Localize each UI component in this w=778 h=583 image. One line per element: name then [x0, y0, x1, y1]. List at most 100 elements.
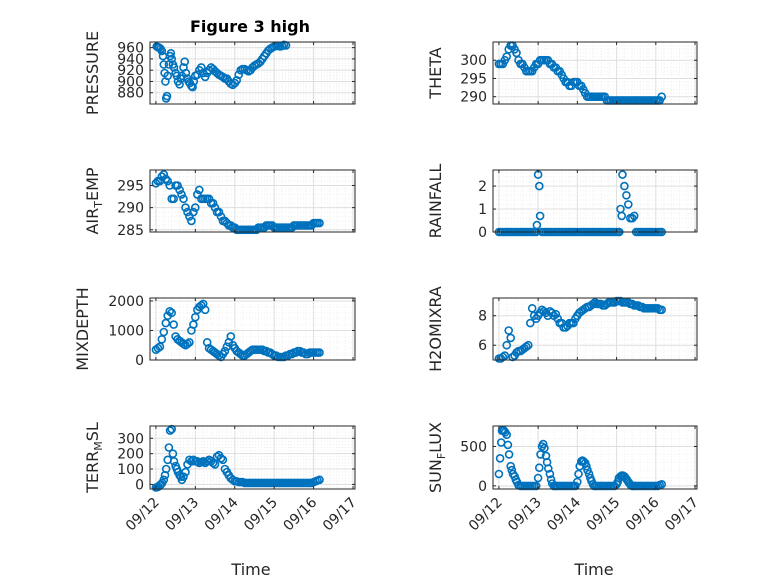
data-point: [216, 453, 226, 463]
data-point: [535, 211, 545, 221]
y-tick-label: 100: [117, 462, 144, 478]
data-point: [210, 460, 220, 469]
y-tick-label: 880: [117, 86, 144, 102]
data-point: [157, 334, 167, 344]
y-axis-label: TERRMSL: [83, 422, 105, 494]
data-point: [315, 475, 324, 485]
data-point: [220, 346, 230, 356]
data-point: [584, 469, 594, 479]
data-point: [596, 299, 606, 309]
data-point: [166, 48, 176, 58]
y-axis-label: MIXDEPTH: [73, 287, 92, 370]
subplot-air-temp: 285 290 295 AIRTEMP: [83, 167, 356, 239]
axes-box: [149, 41, 356, 105]
y-tick-label: 1000: [108, 323, 144, 339]
data-point: [163, 176, 172, 186]
x-tick-label: 09/16: [623, 494, 663, 534]
subplot-h2omixra: 6 8 H2OMIXRA: [426, 286, 698, 372]
x-tick-label: 09/14: [544, 494, 584, 534]
data-point: [214, 207, 224, 217]
x-tick-label: 09/15: [584, 495, 624, 535]
y-axis-label: SUNFLUX: [426, 422, 448, 493]
x-tick-label: 09/13: [162, 495, 202, 535]
data-point: [165, 306, 174, 316]
data-point: [157, 46, 167, 56]
data-point: [188, 82, 197, 92]
data-point: [532, 220, 542, 230]
y-tick-label: 940: [117, 52, 144, 68]
x-tick-label: 09/15: [241, 495, 281, 535]
data-point: [637, 302, 647, 312]
data-point: [180, 57, 189, 67]
y-tick-label: 960: [117, 41, 144, 57]
y-tick-label: 200: [117, 447, 144, 463]
subplot-sun-flux: 0 500 SUNFLUX 09/12 09/13 09/14 09/15 09/16 09/1…: [426, 422, 702, 534]
y-axis-label: THETA: [426, 47, 445, 99]
data-point: [551, 309, 561, 319]
data-point: [506, 333, 516, 343]
data-point: [620, 181, 629, 191]
data-point: [218, 455, 228, 465]
data-point: [179, 194, 188, 204]
data-point: [177, 190, 186, 199]
data-point: [159, 170, 169, 179]
data-point: [657, 479, 667, 489]
data-point: [175, 80, 184, 89]
data-point: [200, 305, 210, 315]
data-point: [315, 348, 324, 357]
y-tick-label: 2000: [108, 294, 144, 310]
data-point: [574, 469, 583, 479]
data-point: [226, 332, 236, 341]
y-tick-label: 500: [460, 439, 487, 455]
data-point: [504, 326, 514, 335]
data-point: [162, 91, 172, 101]
data-point: [185, 337, 194, 347]
y-tick-label: 6: [478, 338, 487, 354]
y-tick-label: 900: [117, 74, 144, 90]
y-tick-label: 0: [135, 353, 144, 369]
data-point: [503, 440, 513, 450]
y-axis-label: H2OMIXRA: [426, 286, 445, 372]
data-point: [627, 213, 637, 223]
data-point: [161, 464, 171, 474]
data-point: [191, 312, 200, 322]
data-point: [191, 203, 200, 212]
data-point: [208, 198, 218, 208]
axes-box: [492, 297, 698, 361]
data-point: [167, 54, 176, 64]
y-tick-label: 2: [478, 179, 487, 195]
y-tick-label: 295: [460, 71, 487, 87]
data-point: [533, 473, 543, 483]
subplot-theta: 290 295 300 THETA: [426, 41, 698, 106]
x-tick-label: 09/14: [202, 494, 242, 534]
data-point: [164, 443, 174, 452]
data-point: [218, 72, 228, 82]
y-tick-label: 8: [478, 309, 487, 325]
y-tick-label: 920: [117, 63, 144, 79]
data-point: [161, 318, 171, 328]
data-point: [187, 81, 196, 91]
y-axis-label: AIRTEMP: [83, 167, 105, 234]
y-tick-label: 295: [117, 179, 144, 195]
data-point: [657, 92, 667, 101]
data-point: [197, 63, 206, 72]
data-point: [173, 181, 182, 190]
data-point: [169, 63, 179, 72]
data-point: [159, 60, 169, 69]
data-point: [187, 216, 196, 226]
data-point: [183, 339, 192, 349]
data-point: [583, 465, 592, 475]
data-point: [169, 320, 178, 329]
data-point: [291, 348, 301, 357]
y-tick-label: 290: [460, 90, 487, 106]
data-point: [195, 185, 204, 195]
data-point: [169, 194, 178, 204]
data-point: [165, 426, 175, 435]
data-point: [504, 450, 514, 459]
data-point: [500, 351, 510, 360]
y-tick-label: 300: [460, 53, 487, 69]
